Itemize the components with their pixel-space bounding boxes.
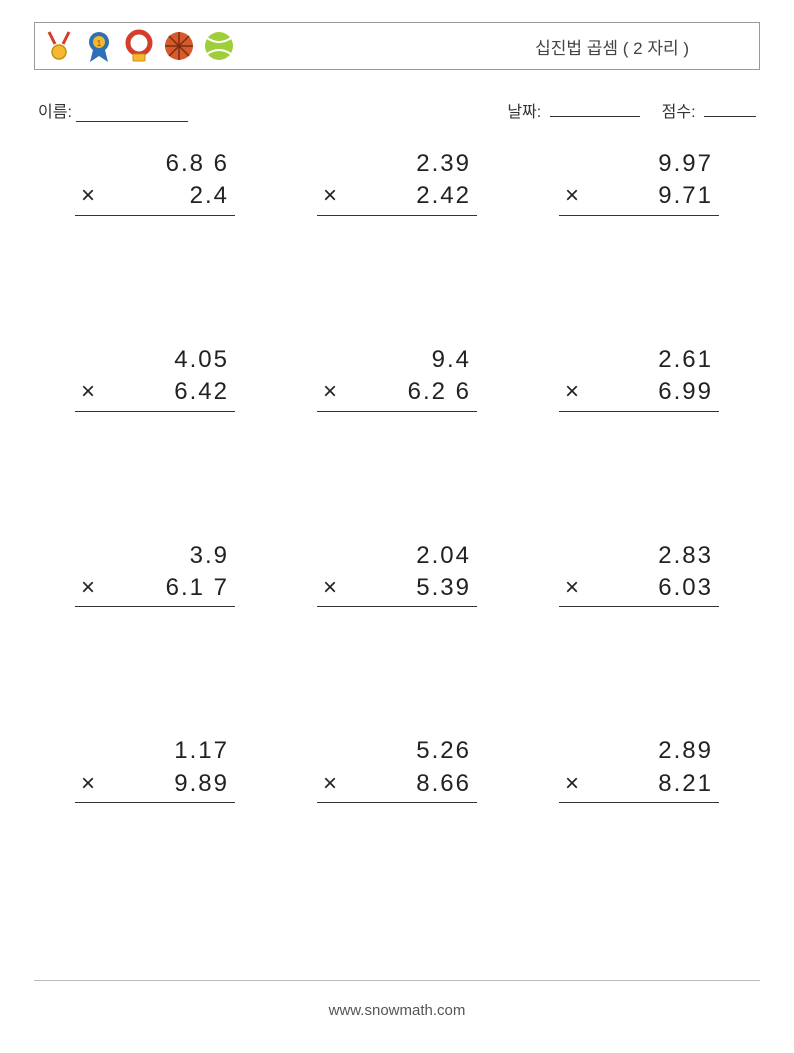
operator: × bbox=[81, 572, 95, 604]
multiplicand: 2.61 bbox=[559, 344, 719, 376]
operator: × bbox=[81, 376, 95, 408]
tennis-ball-icon bbox=[201, 28, 237, 64]
operator: × bbox=[565, 768, 579, 800]
multiplicand: 2.04 bbox=[317, 540, 477, 572]
multiplier-row: × 2.42 bbox=[317, 180, 477, 215]
footer-rule bbox=[34, 980, 760, 981]
multiplicand: 2.83 bbox=[559, 540, 719, 572]
multiplier-row: × 6.99 bbox=[559, 376, 719, 411]
multiplier-row: × 8.66 bbox=[317, 768, 477, 803]
header-icons: 1 bbox=[41, 28, 237, 64]
operator: × bbox=[323, 572, 337, 604]
multiplier: 6.99 bbox=[658, 376, 713, 408]
operator: × bbox=[323, 180, 337, 212]
multiplier-row: × 6.42 bbox=[75, 376, 235, 411]
multiplicand: 3.9 bbox=[75, 540, 235, 572]
multiplier-row: × 5.39 bbox=[317, 572, 477, 607]
multiplier: 6.1 7 bbox=[166, 572, 229, 604]
multiplicand: 9.4 bbox=[317, 344, 477, 376]
multiplier: 9.89 bbox=[174, 768, 229, 800]
multiplier: 2.42 bbox=[416, 180, 471, 212]
operator: × bbox=[323, 376, 337, 408]
score-blank[interactable] bbox=[704, 99, 756, 117]
name-blank[interactable] bbox=[76, 104, 188, 122]
multiplier-row: × 8.21 bbox=[559, 768, 719, 803]
problem-1: 6.8 6× 2.4 bbox=[75, 148, 235, 216]
multiplicand: 5.26 bbox=[317, 735, 477, 767]
operator: × bbox=[81, 768, 95, 800]
multiplier: 8.66 bbox=[416, 768, 471, 800]
problem-7: 3.9× 6.1 7 bbox=[75, 540, 235, 608]
multiplicand: 2.89 bbox=[559, 735, 719, 767]
operator: × bbox=[323, 768, 337, 800]
multiplier: 9.71 bbox=[658, 180, 713, 212]
award-ribbon-icon: 1 bbox=[81, 28, 117, 64]
worksheet-title: 십진법 곱셈 ( 2 자리 ) bbox=[535, 34, 749, 59]
multiplicand: 9.97 bbox=[559, 148, 719, 180]
problem-3: 9.97× 9.71 bbox=[559, 148, 719, 216]
multiplier: 6.03 bbox=[658, 572, 713, 604]
name-label: 이름: bbox=[38, 98, 72, 122]
date-blank[interactable] bbox=[550, 99, 640, 117]
footer-url: www.snowmath.com bbox=[0, 1002, 794, 1019]
multiplier: 5.39 bbox=[416, 572, 471, 604]
multiplier: 2.4 bbox=[190, 180, 229, 212]
multiplier-row: × 9.89 bbox=[75, 768, 235, 803]
multiplier-row: × 6.2 6 bbox=[317, 376, 477, 411]
multiplier-row: × 2.4 bbox=[75, 180, 235, 215]
problem-5: 9.4× 6.2 6 bbox=[317, 344, 477, 412]
operator: × bbox=[81, 180, 95, 212]
multiplier: 6.42 bbox=[174, 376, 229, 408]
problem-9: 2.83× 6.03 bbox=[559, 540, 719, 608]
basketball-icon bbox=[161, 28, 197, 64]
medal-necklace-icon bbox=[41, 28, 77, 64]
score-label: 점수: bbox=[662, 104, 696, 121]
problem-11: 5.26× 8.66 bbox=[317, 735, 477, 803]
multiplier-row: × 9.71 bbox=[559, 180, 719, 215]
date-label: 날짜: bbox=[507, 104, 541, 121]
operator: × bbox=[565, 572, 579, 604]
multiplier: 8.21 bbox=[658, 768, 713, 800]
problem-6: 2.61× 6.99 bbox=[559, 344, 719, 412]
info-row: 이름: 날짜: 점수: bbox=[34, 98, 760, 122]
operator: × bbox=[565, 376, 579, 408]
multiplicand: 2.39 bbox=[317, 148, 477, 180]
multiplier-row: × 6.1 7 bbox=[75, 572, 235, 607]
problem-2: 2.39× 2.42 bbox=[317, 148, 477, 216]
multiplier-row: × 6.03 bbox=[559, 572, 719, 607]
medal-ring-icon bbox=[121, 28, 157, 64]
problem-10: 1.17× 9.89 bbox=[75, 735, 235, 803]
problems-grid: 6.8 6×2.42.39×2.429.97×9.714.05×6.429.4×… bbox=[34, 148, 760, 803]
multiplicand: 4.05 bbox=[75, 344, 235, 376]
problem-8: 2.04× 5.39 bbox=[317, 540, 477, 608]
multiplicand: 1.17 bbox=[75, 735, 235, 767]
multiplier: 6.2 6 bbox=[408, 376, 471, 408]
svg-text:1: 1 bbox=[97, 39, 102, 48]
problem-12: 2.89× 8.21 bbox=[559, 735, 719, 803]
worksheet-header: 1 십진법 곱셈 ( 2 자리 ) bbox=[34, 22, 760, 70]
problem-4: 4.05× 6.42 bbox=[75, 344, 235, 412]
multiplicand: 6.8 6 bbox=[75, 148, 235, 180]
operator: × bbox=[565, 180, 579, 212]
